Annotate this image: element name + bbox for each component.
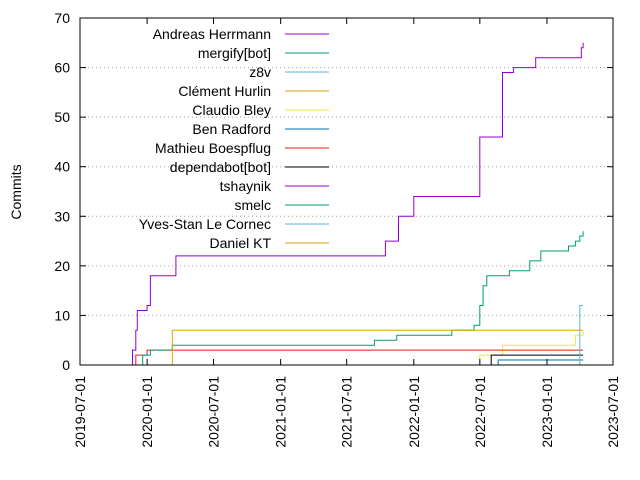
legend-label: Yves-Stan Le Cornec [139,216,271,232]
legend-label: Ben Radford [192,121,271,137]
y-axis-label: Commits [8,164,24,219]
x-tick-label: 2022-01-01 [406,376,422,448]
legend-label: tshaynik [220,178,272,194]
series-line [131,349,584,366]
x-tick-label: 2020-07-01 [206,376,222,448]
y-tick-label: 60 [54,60,70,76]
grid-lines [80,67,613,316]
y-tick-label: 20 [54,258,70,274]
x-tick-label: 2021-01-01 [273,376,289,448]
legend: Andreas Herrmann mergify[bot] z8v Clément H… [139,26,329,251]
legend-label: dependabot[bot] [170,159,271,175]
series-line [491,359,584,366]
x-tick-label: 2022-07-01 [472,376,488,448]
y-axis: 0 10 20 30 40 50 60 70 [54,10,613,373]
x-tick-label: 2019-07-01 [72,376,88,448]
y-tick-label: 10 [54,307,70,323]
legend-label: Daniel KT [210,235,272,251]
y-tick-label: 40 [54,159,70,175]
legend-label: Andreas Herrmann [153,26,271,42]
y-tick-label: 50 [54,109,70,125]
x-axis: 2019-07-01 2020-01-01 2020-07-01 2021-01-01… [72,18,621,448]
x-tick-label: 2020-01-01 [139,376,155,448]
x-tick-label: 2023-01-01 [539,376,555,448]
legend-label: mergify[bot] [198,45,271,61]
series-line [131,42,584,366]
y-tick-label: 0 [62,357,70,373]
x-tick-label: 2021-07-01 [339,376,355,448]
plot-frame [79,17,614,366]
legend-label: Mathieu Boespflug [155,140,271,156]
legend-label: z8v [249,64,271,80]
legend-label: smelc [234,197,271,213]
legend-label: Claudio Bley [192,102,271,118]
series-line [479,330,584,365]
legend-label: Clément Hurlin [178,83,271,99]
y-tick-label: 70 [54,10,70,26]
x-tick-label: 2023-07-01 [605,376,621,448]
y-tick-label: 30 [54,208,70,224]
